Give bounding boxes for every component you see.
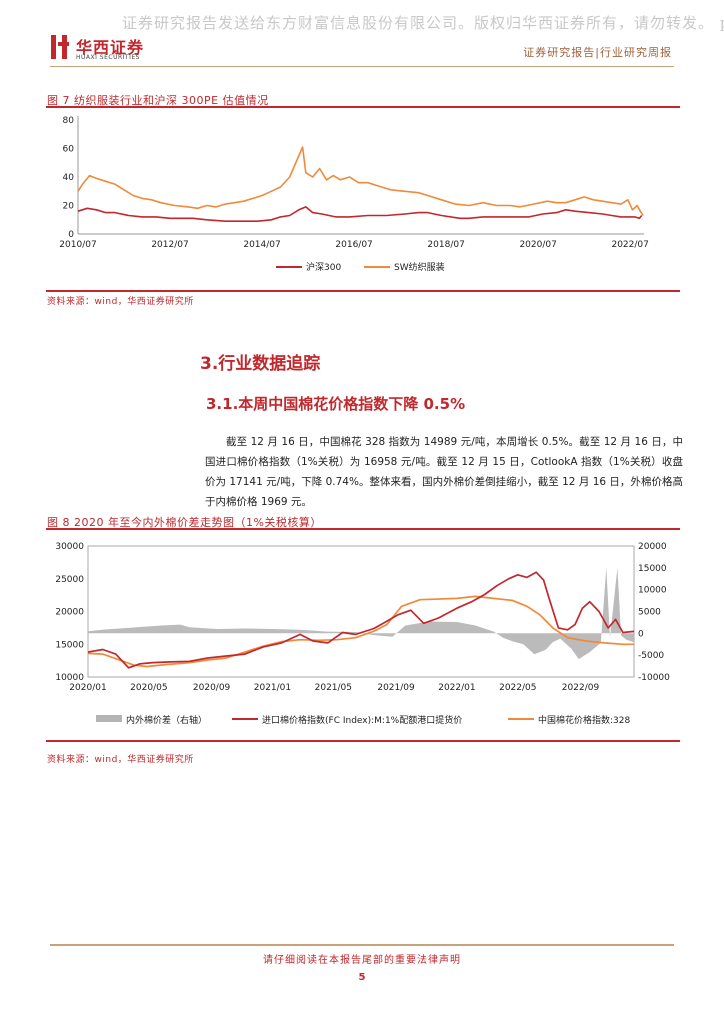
figure7-top-rule [46,106,680,108]
logo-cn-text: 华西证券 [76,38,145,57]
y-tick-label: 0 [68,230,74,240]
y-right-tick-label: 0 [638,629,644,639]
company-logo: 华西证券 HUAXI SECURITIES [50,33,160,63]
subsection-heading: 3.1.本周中国棉花价格指数下降 0.5% [206,395,466,413]
x-tick-label: 2020/07 [519,240,556,250]
legend-label: 沪深300 [306,261,341,273]
legend-label: 中国棉花价格指数:328 [538,714,630,726]
pe-valuation-chart: 0 20 40 60 80 2010/07 2012/07 2014/07 2016/07 201… [59,116,649,273]
figure8-source: 资料来源：wind，华西证券研究所 [47,755,194,765]
legend-label: 进口棉价格指数(FC Index):M:1%配额港口提货价 [262,714,462,726]
x-tick-label: 2021/05 [315,683,352,693]
y-right-tick-label: 15000 [638,564,667,574]
figure8-top-rule [46,528,680,530]
y-right-tick-label: 5000 [638,608,661,618]
x-tick-label: 2022/01 [438,683,475,693]
x-tick-label: 2018/07 [427,240,464,250]
huaxi-logo-icon [51,35,69,59]
section-paragraph: 截至 12 月 16 日，中国棉花 328 指数为 14989 元/吨，本周增长… [205,436,683,508]
y-right-tick-label: 20000 [638,542,667,552]
figure7-bottom-rule [46,290,680,292]
series-line-fc-index [87,571,635,669]
watermark-text: 证券研究报告发送给东方财富信息股份有限公司。版权归华西证券所有，请勿转发。 pa… [122,14,724,32]
x-tick-label: 2022/05 [499,683,536,693]
y-right-tick-label: -5000 [638,651,664,661]
y-left-tick-label: 30000 [55,542,84,552]
header-divider [50,66,674,67]
y-right-tick-label: -10000 [638,673,670,683]
section-heading: 3.行业数据追踪 [200,354,321,374]
x-tick-label: 2021/01 [254,683,291,693]
x-tick-label: 2022/07 [611,240,648,250]
legend-label: 内外棉价差（右轴） [126,714,207,726]
figure7-source: 资料来源：wind，华西证券研究所 [47,297,194,307]
x-tick-label: 2020/09 [193,683,231,693]
y-tick-label: 20 [63,202,75,212]
y-left-tick-label: 25000 [55,575,84,585]
x-tick-label: 2021/09 [377,683,415,693]
y-left-tick-label: 10000 [55,673,84,683]
y-tick-label: 40 [63,173,75,183]
footer-disclaimer: 请仔细阅读在本报告尾部的重要法律声明 [263,955,461,966]
cotton-price-spread-chart: 10000 15000 20000 25000 30000 -10000 -5000 0 500… [55,542,670,726]
y-tick-label: 80 [63,116,75,126]
x-tick-label: 2020/01 [69,683,106,693]
x-tick-label: 2022/09 [562,683,600,693]
figure7-title: 图 7 纺织服装行业和沪深 300PE 估值情况 [47,94,269,107]
logo-en-text: HUAXI SECURITIES [76,54,140,61]
page-number: 5 [358,972,366,983]
y-tick-label: 60 [63,145,75,155]
x-tick-label: 2014/07 [243,240,280,250]
series-area-price-spread [88,567,634,660]
footer-divider [50,944,674,946]
x-tick-label: 2012/07 [151,240,188,250]
y-right-tick-label: 10000 [638,586,667,596]
x-tick-label: 2020/05 [130,683,167,693]
y-left-tick-label: 20000 [55,608,84,618]
legend-swatch-area [96,715,122,722]
x-tick-label: 2016/07 [335,240,372,250]
series-line-hs300 [77,206,643,222]
legend-label: SW纺织服装 [394,261,445,273]
y-left-tick-label: 15000 [55,640,84,650]
plot-frame [87,545,635,678]
series-line-sw-textile [77,146,644,216]
x-tick-label: 2010/07 [59,240,96,250]
figure8-bottom-rule [46,740,680,742]
figure8-title: 图 8 2020 年至今内外棉价差走势图（1%关税核算） [47,516,322,529]
report-type: 证券研究报告|行业研究周报 [523,46,672,59]
series-line-china-328 [87,595,634,668]
